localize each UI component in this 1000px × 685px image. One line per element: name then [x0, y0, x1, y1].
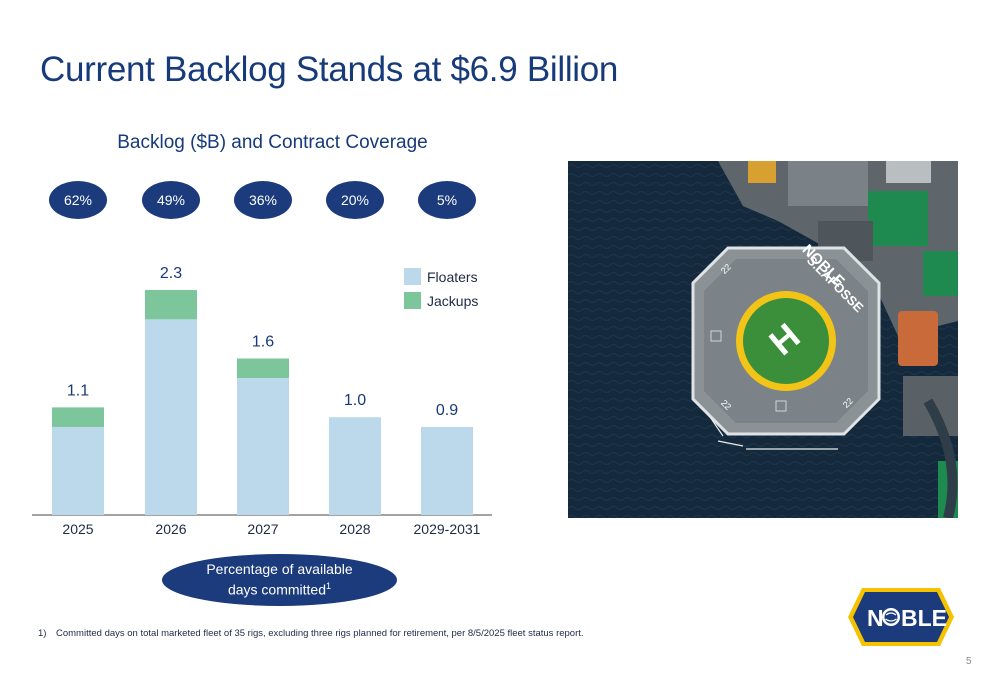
- legend-swatch-floaters: [404, 268, 421, 285]
- callout-line-1: Percentage of available: [206, 561, 353, 578]
- footnote-text: Committed days on total marketed fleet o…: [56, 628, 584, 639]
- coverage-pill-2027: 36%: [234, 181, 292, 219]
- rig-helipad-photo: H NOBLE S.LAFOSSE 22 22 22: [568, 161, 958, 518]
- total-label-2026: 2.3: [160, 265, 182, 282]
- svg-text:BLE: BLE: [901, 605, 947, 631]
- bar-jackups-2026: [145, 290, 197, 320]
- page-title: Current Backlog Stands at $6.9 Billion: [40, 50, 619, 89]
- bar-jackups-2027: [237, 358, 289, 379]
- coverage-pill-2026: 49%: [142, 181, 200, 219]
- chart-title: Backlog ($B) and Contract Coverage: [117, 132, 428, 153]
- total-label-2027: 1.6: [252, 333, 274, 350]
- total-label-2029-2031: 0.9: [436, 402, 458, 419]
- x-tick-2028: 2028: [339, 521, 370, 537]
- x-tick-2026: 2026: [155, 521, 186, 537]
- bar-floaters-2029-2031: [421, 426, 473, 515]
- total-label-2028: 1.0: [344, 392, 366, 409]
- bar-floaters-2026: [145, 319, 197, 515]
- coverage-pill-2028: 20%: [326, 181, 384, 219]
- bar-floaters-2025: [52, 426, 104, 515]
- coverage-pill-2029-2031: 5%: [418, 181, 476, 219]
- x-tick-2025: 2025: [62, 521, 93, 537]
- svg-text:N: N: [867, 605, 884, 631]
- callout-line-2: days committed1: [227, 581, 332, 598]
- coverage-pill-2025: 62%: [49, 181, 107, 219]
- x-tick-2029-2031: 2029-2031: [414, 521, 481, 537]
- bar-floaters-2028: [329, 417, 381, 515]
- noble-logo: N BLE: [848, 588, 954, 646]
- footnote: 1) Committed days on total marketed fleet…: [38, 628, 584, 639]
- bar-floaters-2027: [237, 378, 289, 515]
- page-number: 5: [966, 656, 972, 667]
- footnote-number: 1): [38, 628, 47, 639]
- legend-label-jackups: Jackups: [427, 293, 478, 309]
- x-tick-2027: 2027: [247, 521, 278, 537]
- bar-jackups-2025: [52, 407, 104, 427]
- total-label-2025: 1.1: [67, 382, 89, 399]
- backlog-chart: 1.1 2025 2.3 2026 1.6 2027 1.0 2028 0.9 2029-2031…: [32, 265, 492, 537]
- coverage-callout: Percentage of available days committed1: [162, 554, 397, 606]
- legend-label-floaters: Floaters: [427, 269, 478, 285]
- legend-swatch-jackups: [404, 292, 421, 309]
